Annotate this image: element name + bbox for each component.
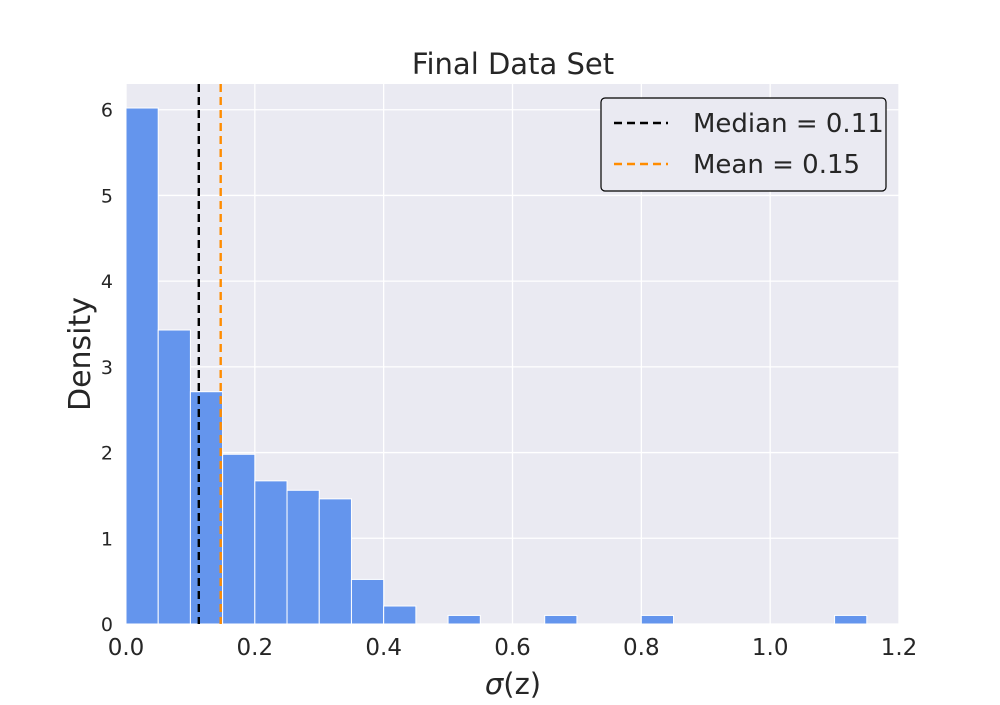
histogram-bar xyxy=(318,498,352,625)
histogram-bar xyxy=(125,107,159,625)
x-tick-label: 0.2 xyxy=(237,635,274,661)
x-tick-label: 0.4 xyxy=(365,635,402,661)
x-tick-labels: 0.0 0.2 0.4 0.6 0.8 1.0 1.2 xyxy=(108,635,918,661)
y-tick-label: 4 xyxy=(101,271,113,293)
y-tick-label: 0 xyxy=(101,614,113,636)
y-tick-label: 6 xyxy=(101,100,113,122)
histogram-bars xyxy=(125,107,868,625)
x-axis-label-symbol: σ xyxy=(485,667,505,700)
reference-lines xyxy=(197,84,222,624)
x-tick-label: 1.2 xyxy=(881,635,918,661)
histogram-bar xyxy=(383,605,417,625)
histogram-bar xyxy=(222,453,256,625)
legend-box xyxy=(600,97,887,192)
x-tick-label: 0.6 xyxy=(494,635,531,661)
y-tick-label: 5 xyxy=(101,185,113,207)
y-tick-labels: 0 1 2 3 4 5 6 xyxy=(101,100,113,636)
x-tick-label: 1.0 xyxy=(752,635,789,661)
y-tick-label: 1 xyxy=(101,528,113,550)
histogram-bar xyxy=(286,489,320,625)
x-tick-label: 0.0 xyxy=(108,635,145,661)
legend-median-label: Median = 0.11 xyxy=(693,109,884,139)
legend: Median = 0.11 Mean = 0.15 xyxy=(600,97,887,192)
histogram-bar xyxy=(350,578,385,625)
x-axis-label-rest: (z) xyxy=(503,667,541,700)
histogram-bar xyxy=(189,391,224,625)
y-tick-label: 3 xyxy=(101,357,113,379)
histogram-bar xyxy=(157,329,191,625)
y-tick-label: 2 xyxy=(101,443,113,465)
histogram-bar xyxy=(254,480,288,625)
x-tick-label: 0.8 xyxy=(623,635,660,661)
x-axis-label: σ(z) xyxy=(485,667,541,700)
legend-mean-label: Mean = 0.15 xyxy=(693,150,860,180)
y-axis-label: Density xyxy=(63,297,98,411)
histogram-bar xyxy=(447,614,481,625)
histogram-bar xyxy=(544,614,578,625)
chart-title: Final Data Set xyxy=(412,47,614,81)
histogram-bar xyxy=(640,614,675,625)
histogram-bar xyxy=(834,614,868,625)
